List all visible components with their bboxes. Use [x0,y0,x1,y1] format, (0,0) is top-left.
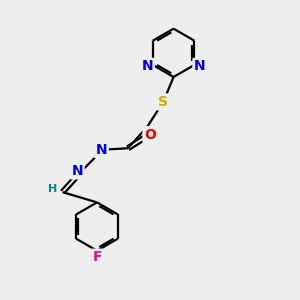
Text: O: O [144,128,156,142]
Text: N: N [71,164,83,178]
Text: F: F [92,250,102,264]
Text: H: H [48,184,57,194]
Text: H: H [97,141,106,151]
Text: N: N [142,59,153,74]
Text: S: S [158,95,168,109]
Text: N: N [96,143,107,157]
Text: N: N [194,59,206,74]
